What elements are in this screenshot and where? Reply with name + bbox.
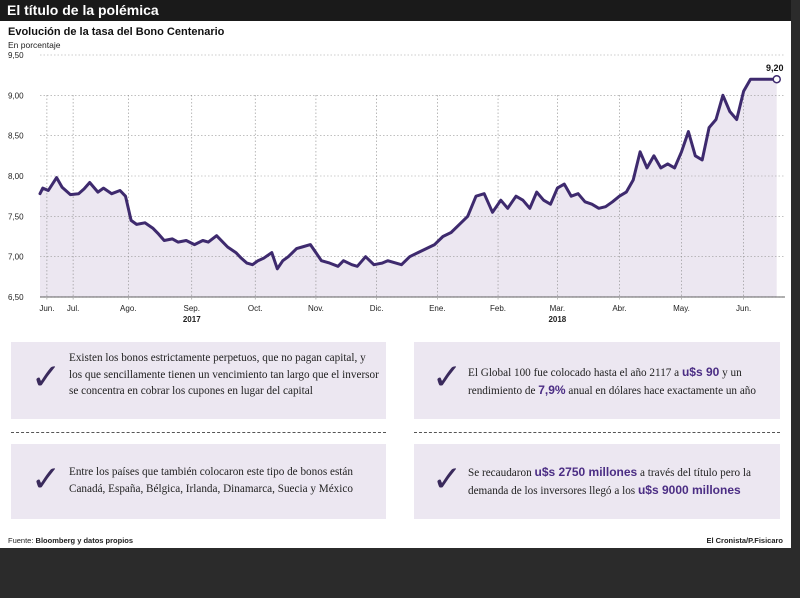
year-label: 2018 (548, 315, 566, 324)
fact-4-mid: a través del título pero la demanda de l… (468, 467, 751, 497)
fact-4-amount-raised: u$s 2750 millones (534, 465, 638, 479)
x-tick-label: Dic. (370, 304, 384, 313)
source-prefix: Fuente: (8, 536, 36, 545)
source-note: Fuente: Bloomberg y datos propios (8, 536, 133, 545)
x-tick-label: Ene. (429, 304, 445, 313)
fact-2-amount: u$s 90 (681, 365, 720, 379)
fact-text-2: El Global 100 fue colocado hasta el año … (468, 364, 774, 399)
fact-2-rate: 7,9% (538, 382, 566, 397)
y-tick-label: 9,00 (8, 91, 24, 100)
fact-box-4: ✓ Se recaudaron u$s 2750 millones a trav… (414, 444, 780, 519)
chart-area-fill (40, 79, 777, 297)
divider-left (11, 432, 386, 433)
title-bar: El título de la polémica (0, 0, 791, 21)
y-tick-label: 7,50 (8, 212, 24, 221)
x-tick-label: Ago. (120, 304, 136, 313)
fact-box-3: ✓ Entre los países que también colocaron… (11, 444, 386, 519)
credit-note: El Cronista/P.Fisicaro (706, 536, 783, 545)
y-tick-label: 6,50 (8, 293, 24, 302)
fact-2-mid: y un rendimiento de (468, 367, 742, 397)
x-tick-label: Jun. (736, 304, 751, 313)
chart-subtitle: Evolución de la tasa del Bono Centenario (8, 26, 225, 38)
x-tick-label: Oct. (248, 304, 263, 313)
year-label: 2017 (183, 315, 201, 324)
fact-text-3: Entre los países que también colocaron e… (69, 466, 353, 495)
fact-2-post: anual en dólares hace exactamente un año (565, 384, 756, 397)
fact-box-2: ✓ El Global 100 fue colocado hasta el añ… (414, 342, 780, 419)
y-tick-label: 8,00 (8, 172, 24, 181)
rate-line-chart: 9,50 9,00 8,50 8,00 7,50 7,00 6,50 Jun. Jul. Ago.… (8, 51, 785, 324)
x-tick-label: Sep. (184, 304, 200, 313)
page-title: El título de la polémica (7, 2, 159, 18)
chart-unit: En porcentaje (8, 40, 61, 50)
x-tick-label: Abr. (612, 304, 626, 313)
end-point-marker (772, 74, 781, 84)
fact-text-4: Se recaudaron u$s 2750 millones a través… (468, 464, 774, 499)
check-icon: ✓ (31, 459, 62, 500)
x-tick-label: Nov. (308, 304, 324, 313)
fact-text-1: Existen los bonos estrictamente perpetuo… (69, 352, 379, 397)
y-tick-label: 9,50 (8, 51, 24, 60)
source-name: Bloomberg y datos propios (35, 536, 134, 545)
x-tick-label: Mar. (550, 304, 566, 313)
series-line (38, 77, 779, 271)
check-icon: ✓ (432, 459, 463, 500)
end-value-label: 9,20 (766, 63, 784, 73)
x-tick-label: Feb. (490, 304, 506, 313)
y-tick-label: 7,00 (8, 253, 24, 262)
check-icon: ✓ (432, 357, 463, 398)
fact-4-demand: u$s 9000 millones (637, 482, 741, 497)
divider-right (414, 432, 780, 433)
infographic-panel: El título de la polémica Evolución de la… (0, 0, 791, 548)
y-tick-label: 8,50 (8, 132, 24, 141)
check-icon: ✓ (31, 357, 62, 398)
x-tick-label: Jun. (39, 304, 54, 313)
x-tick-label: Jul. (67, 304, 79, 313)
fact-box-1: ✓ Existen los bonos estrictamente perpet… (11, 342, 386, 419)
fact-2-pre: El Global 100 fue colocado hasta el año … (468, 367, 682, 379)
x-tick-label: May. (673, 304, 690, 313)
credit-text: El Cronista/P.Fisicaro (706, 536, 783, 545)
fact-4-pre: Se recaudaron (468, 467, 535, 479)
